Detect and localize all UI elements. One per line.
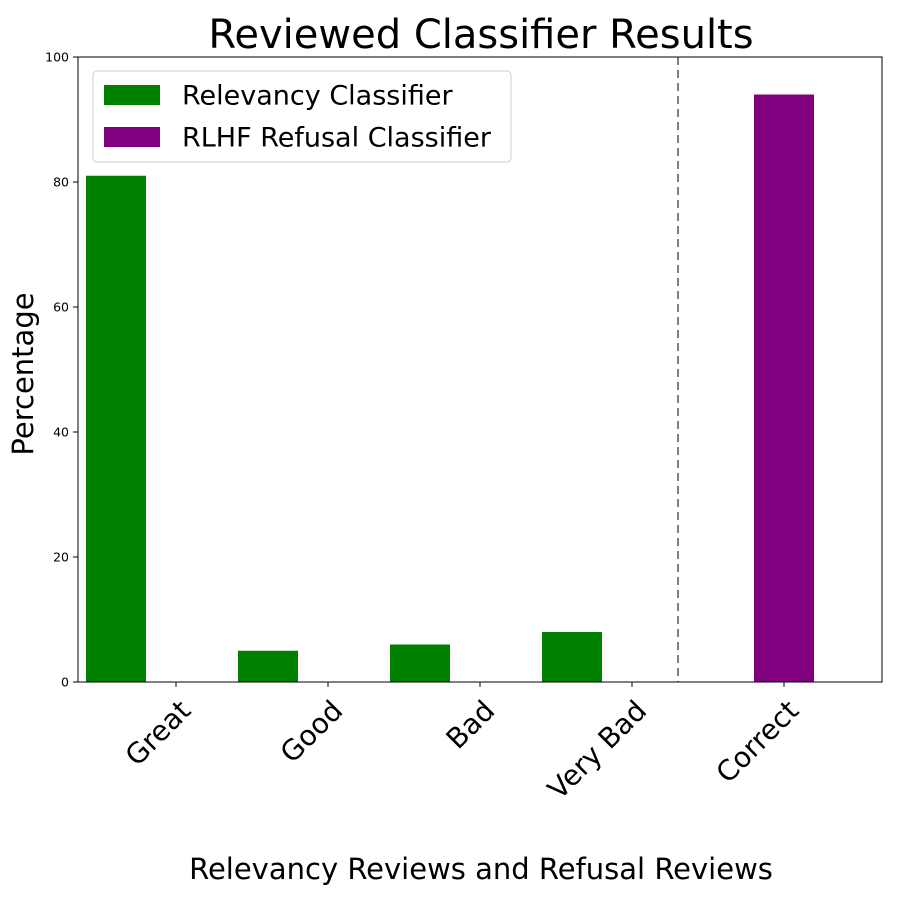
y-tick-label: 0 [61,675,69,690]
y-axis-label: Percentage [6,292,40,455]
legend-swatch-relevancy-classifier [104,85,160,105]
y-tick-label: 60 [53,300,69,315]
y-tick-label: 40 [53,425,69,440]
bar-correct-rlhf-refusal-classifier [754,94,814,682]
legend-box [92,70,512,163]
chart-title: Reviewed Classifier Results [208,12,753,58]
x-tick-label-correct: Correct [710,694,806,790]
x-axis-label: Relevancy Reviews and Refusal Reviews [189,852,773,886]
y-tick-label: 80 [53,175,69,190]
x-tick-label-bad: Bad [440,694,502,756]
y-axis: 0 20 40 60 80 100 [45,50,78,690]
legend-swatch-rlhf-refusal-classifier [104,127,160,147]
bars-group [86,94,814,682]
x-tick-label-very-bad: Very Bad [541,694,653,806]
legend-label-relevancy-classifier: Relevancy Classifier [182,81,453,112]
x-tick-label-good: Good [274,694,349,769]
bar-good-relevancy-classifier [238,650,298,682]
legend-label-rlhf-refusal-classifier: RLHF Refusal Classifier [182,123,492,154]
bar-very-bad-relevancy-classifier [542,632,602,682]
legend: Relevancy Classifier RLHF Refusal Classif… [92,70,512,163]
y-tick-label: 100 [45,50,69,65]
bar-great-relevancy-classifier [86,175,146,682]
x-tick-label-great: Great [119,694,197,772]
bar-bad-relevancy-classifier [390,644,450,682]
x-axis: Great Good Bad Very Bad Correct [119,682,805,806]
y-tick-label: 20 [53,550,69,565]
